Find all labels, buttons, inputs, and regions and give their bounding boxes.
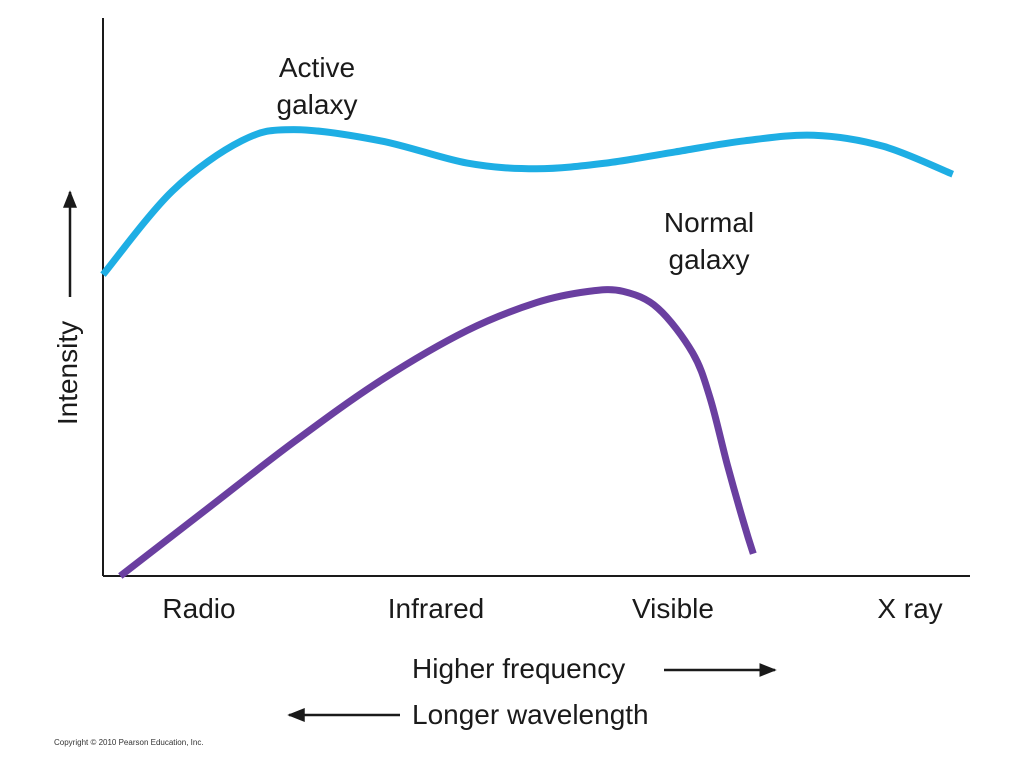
series-layer [100,126,955,579]
series-labels: Active galaxy Normal galaxy [277,52,755,275]
x-axis-label-group: Higher frequency Longer wavelength [287,653,777,730]
x-axis-label-wavelength: Longer wavelength [412,699,649,730]
x-tick-label-xray: X ray [877,593,942,624]
axes [102,18,970,577]
series-label-active-line-2: galaxy [277,89,358,120]
series-label-normal-line-2: galaxy [669,244,750,275]
x-tick-label-visible: Visible [632,593,714,624]
copyright-text: Copyright © 2010 Pearson Education, Inc. [54,738,204,747]
series-label-normal-line-1: Normal [664,207,754,238]
x-tick-label-infrared: Infrared [388,593,485,624]
x-tick-labels: Radio Infrared Visible X ray [162,593,942,624]
y-axis-label-group: Intensity [52,190,83,425]
y-axis-label: Intensity [52,321,83,425]
series-label-active-line-1: Active [279,52,355,83]
x-tick-label-radio: Radio [162,593,235,624]
series-line-normal-galaxy [118,286,757,579]
series-line-active-galaxy [100,126,955,277]
x-axis-label-frequency: Higher frequency [412,653,625,684]
